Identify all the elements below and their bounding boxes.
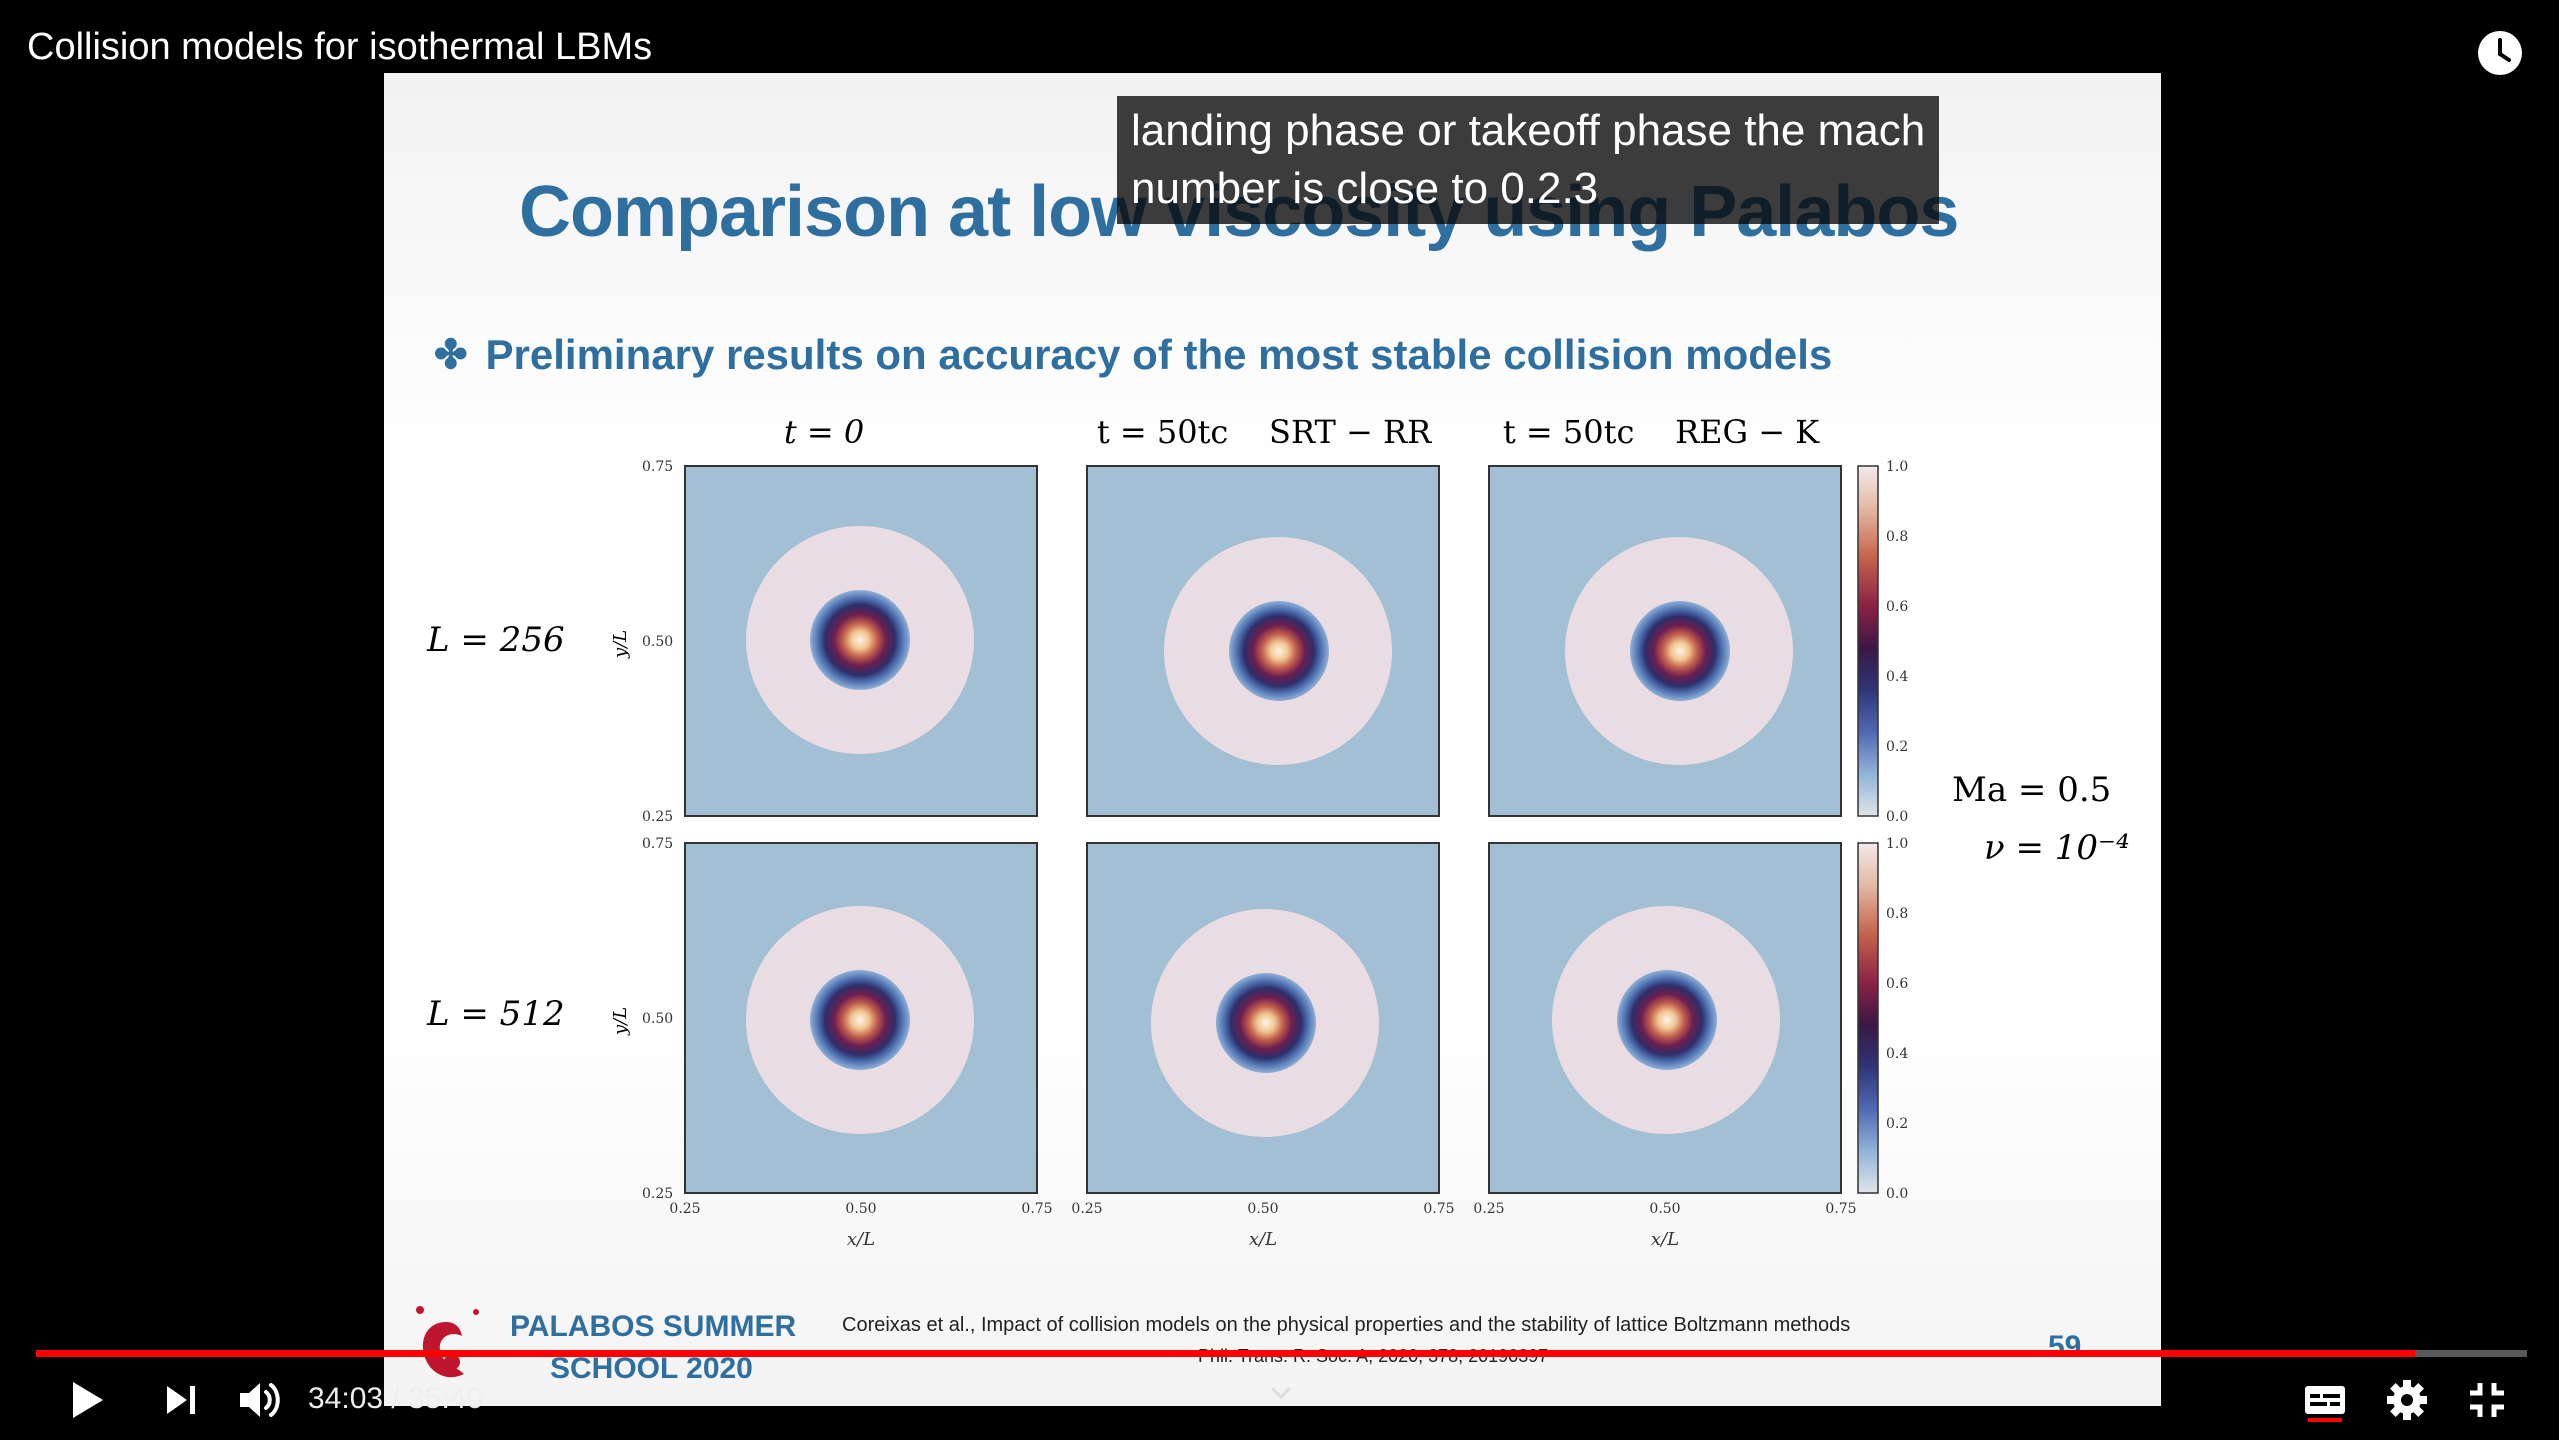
param-mach: Ma = 0.5 <box>1952 770 2111 810</box>
y-axis-label-2: y/L <box>610 1007 631 1036</box>
x-tick-2-025: 0.25 <box>1071 1201 1102 1217</box>
x-tick-1-025: 0.25 <box>669 1201 700 1217</box>
school-name: PALABOS SUMMER SCHOOL 2020 <box>510 1306 796 1390</box>
caption-overlay: landing phase or takeoff phase the mach … <box>1117 96 1940 224</box>
panel-top-1 <box>684 465 1038 817</box>
settings-button[interactable] <box>2382 1370 2432 1430</box>
more-chevron-button[interactable] <box>1266 1378 1296 1413</box>
x-axis-label-2: x/L <box>1249 1229 1277 1250</box>
school-line-2: SCHOOL 2020 <box>550 1352 753 1385</box>
cbar-bottom-08: 0.8 <box>1886 906 1908 922</box>
volume-button[interactable] <box>234 1370 286 1430</box>
cbar-top-08: 0.8 <box>1886 529 1908 545</box>
play-button[interactable] <box>64 1370 110 1430</box>
page-number: 59 <box>2048 1330 2082 1363</box>
colorbar-top <box>1857 465 1879 817</box>
row-label-2: L = 512 <box>426 994 565 1034</box>
cbar-top-10: 1.0 <box>1886 459 1908 475</box>
clock-icon <box>2478 31 2522 75</box>
colorbar-bottom <box>1857 842 1879 1194</box>
panel-bottom-3 <box>1488 842 1842 1194</box>
school-line-1: PALABOS SUMMER <box>510 1310 797 1343</box>
x-tick-3-050: 0.50 <box>1649 1201 1680 1217</box>
time-display: 34:03 / 35:40 <box>308 1382 484 1415</box>
x-tick-3-075: 0.75 <box>1825 1201 1856 1217</box>
caption-line-2: number is close to 0.2.3 <box>1131 164 1599 213</box>
y-axis-label-1: y/L <box>610 630 631 659</box>
cbar-top-06: 0.6 <box>1886 599 1908 615</box>
column-header-2: t = 50tc SRT − RR <box>1097 413 1432 451</box>
bullet-text: Preliminary results on accuracy of the m… <box>485 331 1833 378</box>
panel-top-2 <box>1086 465 1440 817</box>
x-tick-1-075: 0.75 <box>1021 1201 1052 1217</box>
y-tick-top-075: 0.75 <box>642 459 673 475</box>
results-figure: t = 0 t = 50tc SRT − RR t = 50tc REG − K… <box>426 413 2130 1250</box>
x-tick-2-050: 0.50 <box>1247 1201 1278 1217</box>
next-icon <box>167 1386 195 1414</box>
x-tick-3-025: 0.25 <box>1473 1201 1504 1217</box>
cbar-bottom-06: 0.6 <box>1886 976 1908 992</box>
progress-played <box>36 1350 2415 1357</box>
cbar-top-04: 0.4 <box>1886 669 1908 685</box>
cbar-bottom-10: 1.0 <box>1886 836 1908 852</box>
cbar-top-00: 0.0 <box>1886 809 1908 825</box>
y-tick-bottom-075: 0.75 <box>642 836 673 852</box>
param-viscosity: ν = 10⁻⁴ <box>1984 828 2130 868</box>
panel-bottom-1 <box>684 842 1038 1194</box>
cbar-bottom-02: 0.2 <box>1886 1116 1908 1132</box>
y-tick-bottom-050: 0.50 <box>642 1011 673 1027</box>
y-tick-top-050: 0.50 <box>642 634 673 650</box>
subtitles-button[interactable] <box>2300 1370 2350 1430</box>
exit-fullscreen-icon <box>2470 1383 2504 1417</box>
next-button[interactable] <box>158 1370 204 1430</box>
cbar-bottom-00: 0.0 <box>1886 1186 1908 1202</box>
gear-icon <box>2387 1380 2427 1420</box>
row-label-1: L = 256 <box>426 620 565 660</box>
chevron-down-icon <box>1271 1387 1291 1400</box>
palabos-logo <box>406 1302 486 1392</box>
cbar-bottom-04: 0.4 <box>1886 1046 1908 1062</box>
panel-bottom-2 <box>1086 842 1440 1194</box>
x-tick-2-075: 0.75 <box>1423 1201 1454 1217</box>
reference-line-1: Coreixas et al., Impact of collision mod… <box>842 1314 1851 1336</box>
column-header-1: t = 0 <box>784 413 864 451</box>
subtitles-icon <box>2305 1386 2345 1422</box>
caption-line-1: landing phase or takeoff phase the mach <box>1131 106 1926 155</box>
watch-later-button[interactable] <box>2475 28 2525 78</box>
exit-fullscreen-button[interactable] <box>2462 1370 2512 1430</box>
bullet-icon: ✤ <box>434 333 468 377</box>
column-header-3: t = 50tc REG − K <box>1503 413 1820 451</box>
y-tick-bottom-025: 0.25 <box>642 1186 673 1202</box>
panel-top-3 <box>1488 465 1842 817</box>
play-icon <box>73 1382 103 1418</box>
x-tick-1-050: 0.50 <box>845 1201 876 1217</box>
progress-bar[interactable] <box>36 1350 2527 1357</box>
y-tick-top-025: 0.25 <box>642 809 673 825</box>
cbar-top-02: 0.2 <box>1886 739 1908 755</box>
video-title: Collision models for isothermal LBMs <box>27 26 653 68</box>
slide: Comparison at low viscosity using Palabo… <box>384 73 2161 1406</box>
x-axis-label-1: x/L <box>847 1229 875 1250</box>
x-axis-label-3: x/L <box>1651 1229 1679 1250</box>
volume-icon <box>240 1383 280 1417</box>
slide-bullet: ✤ Preliminary results on accuracy of the… <box>434 331 1832 379</box>
